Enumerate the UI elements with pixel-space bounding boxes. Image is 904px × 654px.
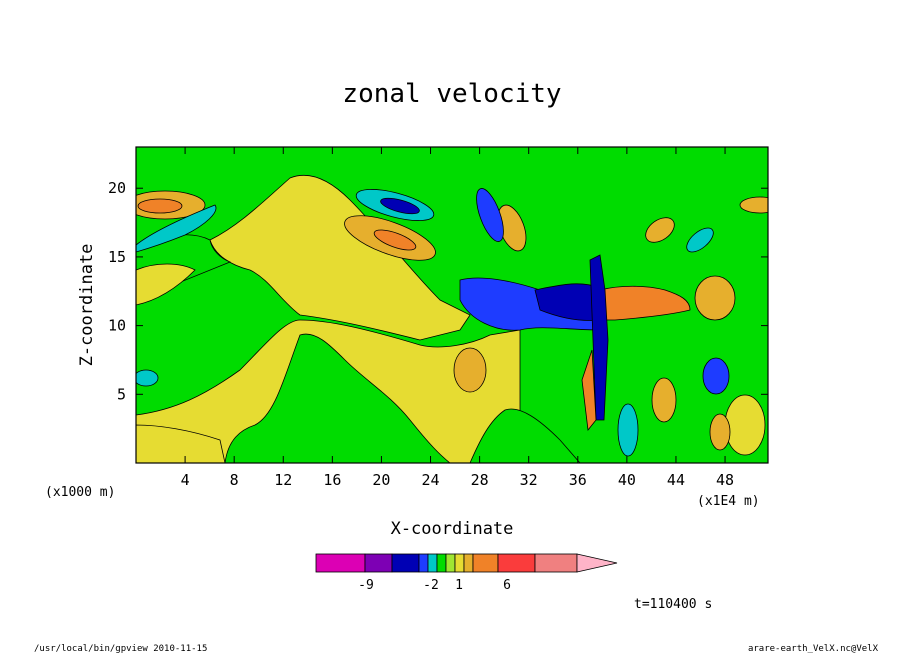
region-blue-v	[589, 254, 609, 421]
region-cyan-small-bottom	[617, 403, 639, 457]
region-darkorange-mid	[373, 229, 417, 251]
x-axis-ticks: 4 8 12 16 20 24 28 32 36 40 44 48	[181, 147, 734, 489]
y-tick-label: 10	[108, 317, 126, 335]
colorbar-segment	[427, 553, 438, 573]
region-yellow-left-edge	[136, 263, 196, 306]
colorbar-segment	[364, 553, 393, 573]
x-tick-label: 36	[569, 471, 587, 489]
x-tick-label: 16	[323, 471, 341, 489]
time-label: t=110400 s	[634, 597, 712, 612]
footer-left: /usr/local/bin/gpview 2010-11-15	[34, 644, 207, 654]
region-orange-small-right	[709, 413, 731, 451]
region-blue-mid	[380, 197, 420, 215]
y-tick-label: 20	[108, 179, 126, 197]
colorbar-segment	[497, 553, 536, 573]
colorbar-label: -2	[423, 578, 439, 593]
x-tick-label: 32	[520, 471, 538, 489]
region-orange-top-right	[645, 217, 675, 243]
region-cyan-small-left	[136, 369, 159, 387]
y-axis-ticks: 5 10 15 20	[108, 179, 768, 403]
region-orange-small-bottom	[651, 377, 677, 423]
x-unit-left: (x1000 m)	[45, 485, 115, 500]
region-orange-left-small	[453, 347, 487, 393]
colorbar	[315, 553, 618, 573]
colorbar-segment	[436, 553, 447, 573]
colorbar-label: 1	[455, 578, 463, 593]
region-darkorange-topleft	[137, 198, 183, 214]
colorbar-segment	[463, 553, 474, 573]
colorbar-label: -9	[358, 578, 374, 593]
colorbar-segment	[472, 553, 499, 573]
region-cyan-top-right	[686, 227, 714, 253]
colorbar-segment	[454, 553, 465, 573]
x-tick-label: 48	[716, 471, 734, 489]
x-tick-label: 8	[230, 471, 239, 489]
x-tick-label: 24	[421, 471, 439, 489]
colorbar-segment	[391, 553, 420, 573]
x-tick-label: 12	[274, 471, 292, 489]
region-orange-upper-right	[739, 196, 768, 214]
region-orange-v	[581, 349, 597, 431]
region-green-bottom-right	[469, 408, 581, 463]
x-unit-right: (x1E4 m)	[697, 494, 760, 509]
region-cyan-left	[136, 204, 217, 253]
y-tick-label: 15	[108, 248, 126, 266]
colorbar-segment	[534, 553, 578, 573]
region-yellow-right	[724, 394, 766, 456]
colorbar-labels: -9 -2 1 6	[358, 578, 511, 593]
colorbar-segment	[315, 553, 366, 573]
region-orange-right-band	[599, 285, 691, 321]
contour-field	[136, 147, 768, 463]
y-tick-label: 5	[117, 385, 126, 403]
x-tick-label: 40	[618, 471, 636, 489]
x-tick-label: 4	[181, 471, 190, 489]
y-axis-label: Z-coordinate	[77, 244, 97, 367]
region-green-bottom	[224, 333, 451, 463]
x-axis-label: X-coordinate	[391, 519, 514, 539]
region-orange-right	[694, 275, 736, 321]
region-blue-center-top	[476, 188, 504, 242]
x-tick-label: 28	[471, 471, 489, 489]
chart-title: zonal velocity	[342, 79, 561, 109]
x-tick-label: 44	[667, 471, 685, 489]
region-yellow-bottom-left	[136, 424, 226, 463]
footer-right: arare-earth_VelX.nc@VelX	[748, 644, 879, 654]
colorbar-segment	[445, 553, 456, 573]
region-yellow-upper	[209, 174, 471, 341]
colorbar-segment	[418, 553, 429, 573]
plot-frame	[135, 146, 769, 464]
colorbar-arrow	[576, 553, 618, 573]
colorbar-label: 6	[503, 578, 511, 593]
region-blue-small-right	[702, 357, 730, 395]
x-tick-label: 20	[372, 471, 390, 489]
